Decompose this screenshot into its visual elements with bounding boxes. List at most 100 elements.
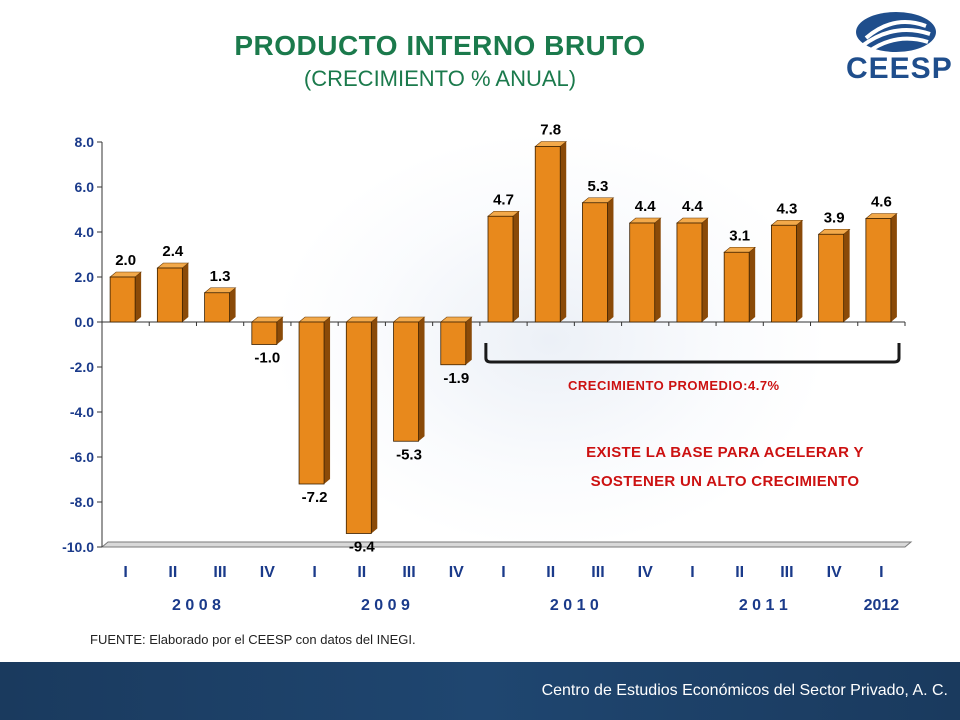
bar-value-label: -1.0 <box>254 350 280 367</box>
source-note: FUENTE: Elaborado por el CEESP con datos… <box>90 632 416 647</box>
key-message-line-1: EXISTE LA BASE PARA ACELERAR Y <box>586 444 864 461</box>
bar-value-label: 4.4 <box>635 198 657 215</box>
x-category-label: II <box>168 564 177 581</box>
x-category-label: IV <box>260 564 275 581</box>
bar-value-label: -1.9 <box>443 370 469 387</box>
bar-side <box>229 287 236 322</box>
chart-title: PRODUCTO INTERNO BRUTO <box>234 30 646 61</box>
x-year-label: 2012 <box>864 597 900 614</box>
chart-floor <box>100 541 913 548</box>
bar-value-label: 4.3 <box>776 200 797 217</box>
bar <box>298 321 325 485</box>
bar-side <box>701 218 708 322</box>
x-category-label: II <box>735 564 744 581</box>
bar-value-label: 4.6 <box>871 194 892 211</box>
bar-value-label: 4.7 <box>493 191 514 208</box>
x-year-label: 2 0 1 1 <box>739 597 788 614</box>
x-category-label: I <box>312 564 316 581</box>
bar-side <box>135 272 142 322</box>
bar <box>582 202 608 323</box>
bar-value-label: 4.4 <box>682 198 704 215</box>
bar-side <box>843 229 850 322</box>
y-tick-label: 2.0 <box>75 269 95 285</box>
bar-side <box>182 263 189 322</box>
key-message-line-2: SOSTENER UN ALTO CRECIMIENTO <box>590 473 860 490</box>
y-tick-label: -4.0 <box>70 404 94 420</box>
bar-top <box>345 316 379 323</box>
x-category-label: I <box>501 564 505 581</box>
bar-top <box>298 316 331 323</box>
bar-value-label: -5.3 <box>396 446 422 463</box>
x-category-label: III <box>213 564 226 581</box>
y-tick-label: 8.0 <box>75 134 95 150</box>
bar <box>723 251 750 323</box>
bar-top <box>203 287 237 294</box>
bar <box>771 224 797 323</box>
bar-side <box>654 218 661 322</box>
bar <box>393 321 419 442</box>
bar <box>676 222 703 323</box>
bar <box>487 215 514 323</box>
bar-top <box>534 141 568 147</box>
bar-top <box>109 271 142 278</box>
y-tick-label: 0.0 <box>75 314 95 330</box>
y-tick-label: -2.0 <box>70 359 94 375</box>
x-category-label: I <box>690 564 694 581</box>
bar-top <box>439 316 473 323</box>
average-growth-label: CRECIMIENTO PROMEDIO:4.7% <box>568 378 780 393</box>
bar-value-label: 5.3 <box>588 178 609 195</box>
x-category-label: IV <box>827 564 842 581</box>
bar <box>440 321 467 366</box>
y-tick-label: 4.0 <box>75 224 95 240</box>
bar-side <box>465 317 472 365</box>
chart-subtitle: (CRECIMIENTO % ANUAL) <box>303 66 577 91</box>
bar-value-label: 3.1 <box>729 227 750 244</box>
bar-value-label: -9.4 <box>349 539 376 556</box>
footer-organization-name: Centro de Estudios Económicos del Sector… <box>541 682 948 699</box>
bar <box>251 321 278 345</box>
bar <box>629 222 656 323</box>
bar-top <box>676 217 709 224</box>
bar <box>865 218 892 323</box>
bar-side <box>749 247 756 322</box>
bar-top <box>156 262 190 269</box>
x-category-label: II <box>546 564 555 581</box>
bar-top <box>770 219 804 226</box>
x-category-label: I <box>123 564 127 581</box>
bar-top <box>628 217 662 224</box>
footer-bar: Centro de Estudios Económicos del Sector… <box>0 662 960 720</box>
x-category-label: I <box>879 564 883 581</box>
x-year-label: 2 0 0 9 <box>361 597 410 614</box>
bar-value-label: 3.9 <box>824 209 845 226</box>
x-year-label: 2 0 0 8 <box>172 597 221 614</box>
bar-top <box>392 316 426 323</box>
bar-side <box>418 317 425 442</box>
bar-top <box>723 246 757 253</box>
bar-side <box>607 197 614 322</box>
bar-top <box>581 197 615 204</box>
key-message: EXISTE LA BASE PARA ACELERAR Y SOSTENER … <box>540 438 910 496</box>
ceesp-logo-text: CEESP <box>846 52 953 85</box>
x-category-label: III <box>591 564 604 581</box>
bar-top <box>865 213 898 219</box>
bar-side <box>324 317 331 484</box>
bar <box>109 276 136 323</box>
bar-side <box>796 220 803 322</box>
bar-value-label: 2.4 <box>162 243 184 260</box>
bar-side <box>371 317 378 534</box>
y-tick-label: -10.0 <box>62 539 94 555</box>
bar-top <box>487 210 520 217</box>
bar <box>534 146 561 323</box>
average-bracket <box>484 343 901 364</box>
bar <box>204 292 230 323</box>
x-category-label: III <box>402 564 415 581</box>
y-tick-label: -8.0 <box>70 494 94 510</box>
bar-side <box>890 213 897 322</box>
y-tick-label: -6.0 <box>70 449 94 465</box>
bar-value-label: -7.2 <box>302 489 328 506</box>
bar-value-label: 1.3 <box>210 268 231 285</box>
bar-value-label: 7.8 <box>540 122 561 139</box>
x-category-label: III <box>780 564 793 581</box>
bar-top <box>817 228 851 235</box>
